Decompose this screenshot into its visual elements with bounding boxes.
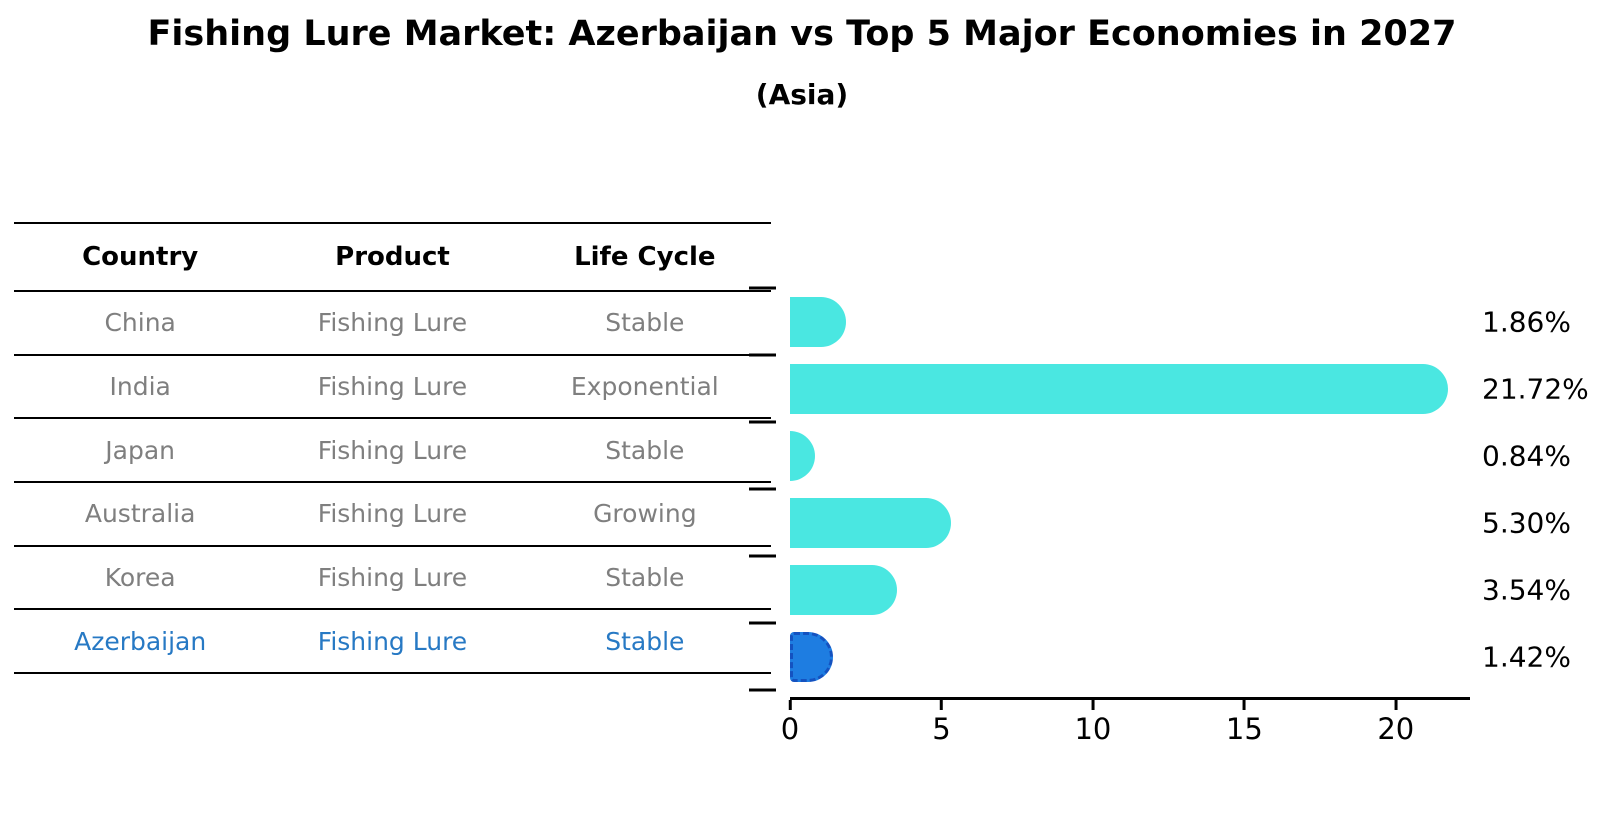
bar-value-label: 5.30% — [1482, 506, 1571, 539]
x-tick-mark — [1242, 700, 1246, 710]
x-tick-mark — [1394, 700, 1398, 710]
bar-value-label: 1.42% — [1482, 640, 1571, 673]
y-axis-tick — [749, 420, 776, 424]
country-table: Country Product Life Cycle China Fishing… — [14, 222, 771, 675]
table-row: India Fishing Lure Exponential — [14, 356, 771, 420]
bar-australia — [790, 497, 951, 548]
table-row: Japan Fishing Lure Stable — [14, 419, 771, 484]
bar-value-label: 1.86% — [1482, 305, 1571, 338]
x-tick-label: 15 — [1225, 712, 1263, 746]
bar-china — [790, 296, 847, 347]
chart-subtitle: (Asia) — [755, 78, 849, 111]
y-axis-tick — [749, 688, 776, 692]
cell-product: Fishing Lure — [317, 626, 468, 656]
bar-row: 3.54% — [790, 556, 1571, 623]
table-header-row: Country Product Life Cycle — [14, 224, 771, 292]
cell-product: Fishing Lure — [317, 499, 468, 529]
x-tick-mark — [788, 700, 792, 710]
cell-lifecycle: Stable — [605, 308, 685, 338]
cell-lifecycle: Growing — [593, 499, 697, 529]
table-row: Azerbaijan Fishing Lure Stable — [14, 610, 771, 675]
cell-lifecycle: Stable — [605, 563, 685, 593]
x-axis-ticks: 0 5 10 15 20 — [781, 700, 1470, 750]
x-tick-label: 5 — [932, 712, 951, 746]
cell-lifecycle: Exponential — [570, 372, 719, 402]
table-row: Australia Fishing Lure Growing — [14, 483, 771, 547]
cell-country: India — [109, 372, 171, 402]
bar-value-label: 0.84% — [1482, 439, 1571, 472]
x-axis-tick: 5 — [932, 700, 951, 746]
y-axis-tick — [749, 286, 776, 290]
col-header-product: Product — [335, 242, 450, 272]
bar-row: 1.86% — [790, 288, 1571, 355]
bar-row: 21.72% — [790, 355, 1589, 422]
cell-country: China — [104, 308, 176, 338]
cell-country: Australia — [84, 499, 196, 529]
cell-country: Japan — [105, 435, 176, 465]
bar-value-label: 21.72% — [1482, 372, 1589, 405]
bar-japan — [790, 430, 816, 481]
x-tick-label: 0 — [780, 712, 800, 746]
y-axis-tick — [749, 554, 776, 558]
bar-row: 1.42% — [790, 623, 1571, 690]
table-row: China Fishing Lure Stable — [14, 292, 771, 356]
x-axis-tick: 15 — [1226, 700, 1263, 746]
y-axis-tick — [749, 621, 776, 625]
x-axis-tick: 10 — [1074, 700, 1111, 746]
x-axis-line — [790, 697, 1470, 700]
cell-product: Fishing Lure — [317, 435, 468, 465]
cell-product: Fishing Lure — [317, 563, 468, 593]
x-tick-label: 20 — [1377, 712, 1415, 746]
col-header-lifecycle: Life Cycle — [574, 242, 716, 272]
x-axis-tick: 20 — [1377, 700, 1414, 746]
y-axis-tick — [749, 353, 776, 357]
x-tick-mark — [939, 700, 943, 710]
bar-plot-area: 1.86% 21.72% 0.84% 5.30% 3.54% 1.42% — [749, 286, 1589, 692]
table-row: Korea Fishing Lure Stable — [14, 547, 771, 611]
x-axis-tick: 0 — [781, 700, 799, 746]
x-tick-label: 10 — [1074, 712, 1112, 746]
x-tick-mark — [1091, 700, 1095, 710]
chart-title: Fishing Lure Market: Azerbaijan vs Top 5… — [147, 14, 1457, 54]
cell-product: Fishing Lure — [317, 308, 468, 338]
bar-row: 0.84% — [790, 422, 1571, 489]
cell-product: Fishing Lure — [317, 372, 468, 402]
bar-row: 5.30% — [790, 489, 1571, 556]
cell-country: Azerbaijan — [74, 626, 207, 656]
cell-lifecycle: Stable — [605, 626, 685, 656]
bar-india — [790, 363, 1448, 414]
cell-country: Korea — [104, 563, 176, 593]
y-axis-tick — [749, 487, 776, 491]
bar-value-label: 3.54% — [1482, 573, 1571, 606]
bar-korea — [790, 564, 898, 615]
col-header-country: Country — [82, 242, 199, 272]
bar-azerbaijan — [790, 631, 833, 682]
cell-lifecycle: Stable — [605, 435, 685, 465]
